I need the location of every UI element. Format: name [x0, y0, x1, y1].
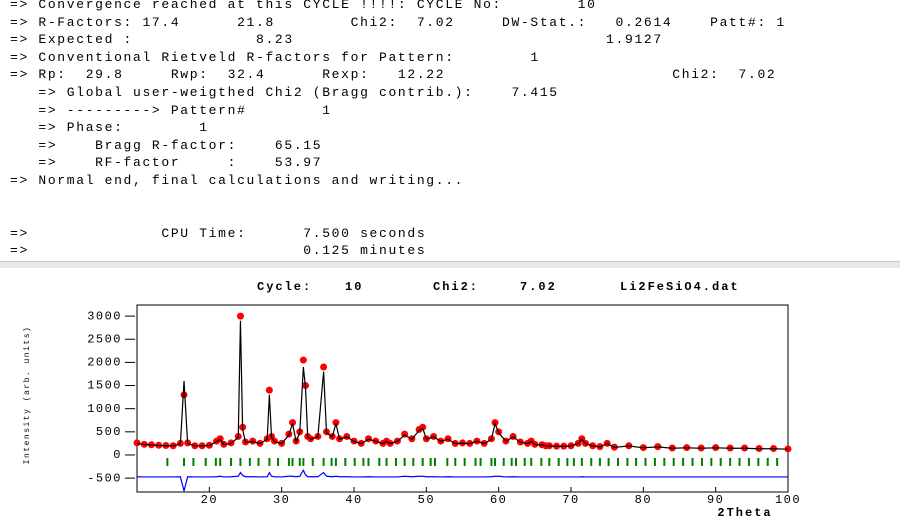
console-output: => Convergence reached at this CYCLE !!!… — [10, 0, 890, 260]
chi2-value: 7.02 — [520, 280, 557, 294]
console-line: => Bragg R-factor: 65.15 — [10, 137, 323, 153]
y-tick-label: 3000 — [87, 309, 122, 323]
observed-point — [265, 386, 273, 394]
console-line: => Phase: 1 — [10, 120, 209, 136]
console-line: => Normal end, final calculations and wr… — [10, 172, 465, 188]
difference-line — [136, 468, 788, 492]
x-tick-label: 100 — [775, 493, 801, 507]
console-line: => 0.125 minutes — [10, 243, 427, 259]
x-tick-label: 90 — [707, 493, 724, 507]
y-tick-label: 0 — [113, 448, 122, 462]
rietveld-plot: Cycle: 10 Chi2: 7.02 Li2FeSiO4.dat Inten… — [23, 280, 801, 520]
y-tick-label: 1500 — [87, 379, 122, 393]
observed-point — [133, 439, 141, 447]
x-axis-label: 2Theta — [717, 506, 772, 520]
console-line: => ---------> Pattern# 1 — [10, 102, 332, 118]
observed-point — [236, 312, 244, 320]
console-line: => Global user-weigthed Chi2 (Bragg cont… — [10, 84, 559, 100]
cycle-label: Cycle: — [257, 280, 312, 294]
plot-frame — [136, 304, 789, 493]
console-line: => R-Factors: 17.4 21.8 Chi2: 7.02 DW-St… — [10, 14, 786, 30]
x-tick-label: 40 — [345, 493, 362, 507]
observed-point — [332, 419, 340, 427]
console-line: => Conventional Rietveld R-factors for P… — [10, 49, 540, 65]
console-block: => Convergence reached at this CYCLE !!!… — [10, 0, 890, 190]
observed-point — [299, 356, 307, 364]
file-name: Li2FeSiO4.dat — [620, 280, 740, 294]
separator — [0, 261, 900, 268]
x-tick-label: 60 — [490, 493, 507, 507]
console-line: => CPU Time: 7.500 seconds — [10, 225, 427, 241]
observed-point — [320, 363, 328, 371]
console-line: => Rp: 29.8 Rwp: 32.4 Rexp: 12.22 Chi2: … — [10, 67, 777, 83]
console-line: => RF-factor : 53.97 — [10, 155, 323, 171]
observed-point — [180, 391, 188, 399]
cycle-value: 10 — [345, 280, 363, 294]
console-line: => Expected : 8.23 1.9127 — [10, 32, 663, 48]
x-tick-label: 80 — [635, 493, 652, 507]
y-axis-label: Intensity (arb. units) — [23, 326, 32, 465]
y-tick-label: 1000 — [87, 402, 122, 416]
y-tick-label: 500 — [96, 425, 122, 439]
x-tick-label: 20 — [201, 493, 218, 507]
x-tick-label: 30 — [273, 493, 290, 507]
calculated-line — [136, 320, 789, 450]
y-tick-label: 2500 — [87, 332, 122, 346]
x-tick-label: 50 — [418, 493, 435, 507]
y-tick-label: -500 — [87, 471, 122, 485]
console-block: => CPU Time: 7.500 seconds => 0.125 minut… — [10, 225, 890, 260]
console-line: => Convergence reached at this CYCLE !!!… — [10, 0, 597, 12]
y-tick-label: 2000 — [87, 356, 122, 370]
x-tick-label: 70 — [562, 493, 579, 507]
observed-point — [289, 419, 297, 427]
chi2-label: Chi2: — [433, 280, 479, 294]
